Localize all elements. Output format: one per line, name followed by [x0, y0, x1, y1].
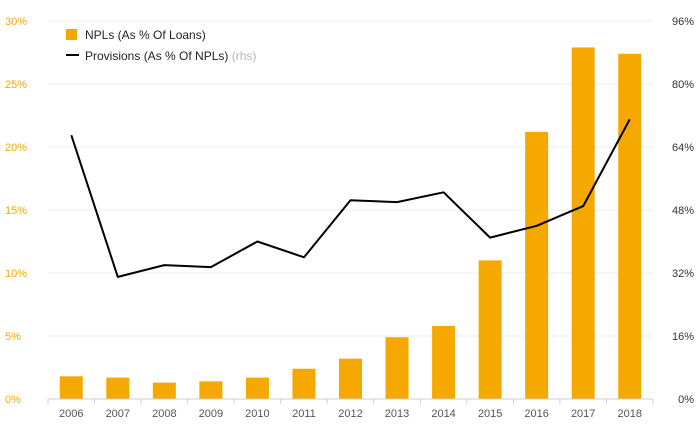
right-tick-label: 48%	[672, 205, 694, 217]
npl-bar	[432, 325, 456, 399]
npl-bar	[292, 368, 316, 399]
x-tick-label: 2010	[245, 408, 269, 420]
left-axis-ticks: 0% 5% 10% 15% 20% 25% 30%	[5, 16, 27, 406]
left-tick-label: 20%	[5, 142, 27, 154]
npl-bar	[152, 382, 176, 399]
provisions-line	[70, 118, 631, 278]
x-tick-label: 2006	[59, 408, 83, 420]
npl-bar	[385, 337, 409, 399]
npl-bar	[571, 47, 595, 400]
legend-npl-label: NPLs (As % Of Loans)	[85, 28, 206, 42]
right-tick-label: 96%	[672, 16, 694, 28]
legend-npl-swatch	[66, 29, 77, 40]
npl-bar	[245, 377, 269, 399]
npl-bar	[106, 377, 130, 399]
legend-provisions-label: Provisions (As % Of NPLs)	[85, 49, 228, 63]
left-tick-label: 30%	[5, 16, 27, 28]
npl-bar	[339, 358, 362, 399]
provisions-line-group	[70, 118, 631, 278]
x-tick-label: 2013	[385, 408, 409, 420]
x-axis-ticks: 2006 2007 2008 2009 2010 2011 2012 2013 2014 2015…	[59, 408, 642, 420]
right-axis-ticks: 0% 16% 32% 48% 64% 80% 96%	[672, 16, 694, 406]
npl-bar	[478, 260, 502, 399]
npl-bar	[59, 376, 83, 399]
x-tick-label: 2008	[152, 408, 176, 420]
grid-lines	[48, 20, 653, 337]
x-tick-label: 2011	[292, 408, 316, 420]
npl-bar	[199, 381, 223, 399]
axes	[47, 398, 654, 404]
x-tick-label: 2014	[431, 408, 455, 420]
npl-bars	[59, 47, 642, 400]
right-tick-label: 80%	[672, 79, 694, 91]
legend-provisions-suffix: (rhs)	[232, 49, 257, 63]
right-tick-label: 32%	[672, 268, 694, 280]
left-tick-label: 10%	[5, 268, 27, 280]
right-tick-label: 16%	[672, 331, 694, 343]
legend-provisions-text: Provisions (As % Of NPLs) (rhs)	[85, 49, 256, 63]
x-tick-label: 2007	[106, 408, 130, 420]
x-tick-label: 2009	[199, 408, 223, 420]
left-tick-label: 25%	[5, 79, 27, 91]
right-tick-label: 64%	[672, 142, 694, 154]
npl-bar	[618, 53, 642, 399]
x-tick-label: 2018	[617, 408, 641, 420]
left-tick-label: 15%	[5, 205, 27, 217]
x-tick-label: 2012	[338, 408, 362, 420]
x-tick-label: 2017	[571, 408, 595, 420]
x-tick-label: 2016	[524, 408, 548, 420]
legend: NPLs (As % Of Loans) Provisions (As % Of…	[66, 28, 256, 63]
x-tick-label: 2015	[478, 408, 502, 420]
left-tick-label: 0%	[5, 394, 21, 406]
right-tick-label: 0%	[678, 394, 694, 406]
npl-bar	[525, 131, 549, 399]
left-tick-label: 5%	[5, 331, 21, 343]
